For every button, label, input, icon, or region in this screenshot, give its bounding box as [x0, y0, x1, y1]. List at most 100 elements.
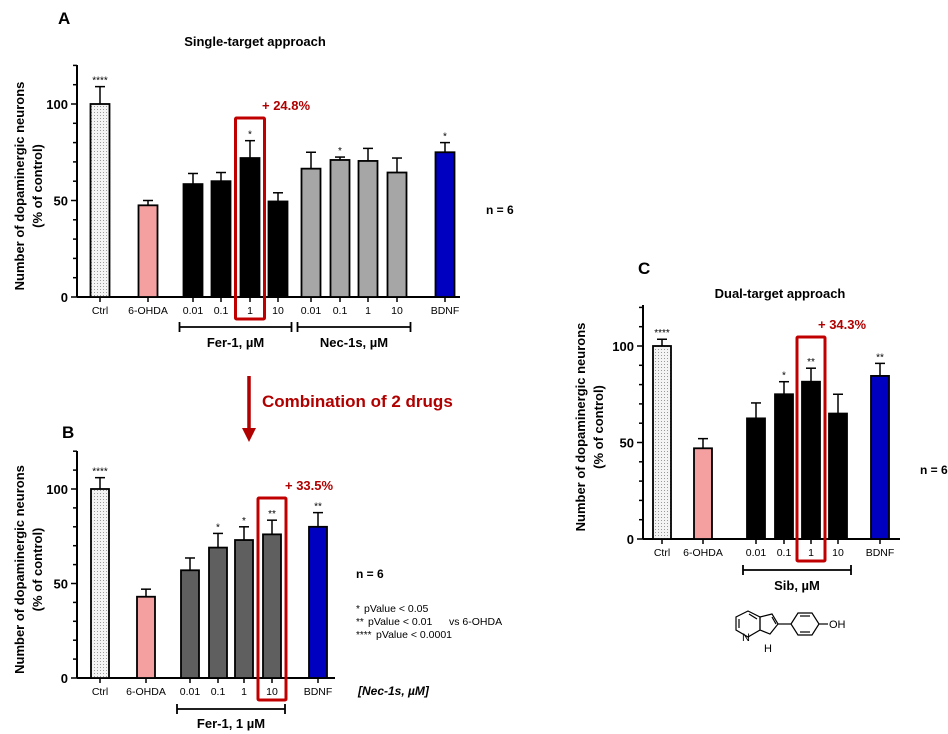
x-tick-label: 10	[391, 305, 403, 317]
bar-bdnf	[308, 525, 328, 679]
n-label: n = 6	[356, 567, 384, 581]
x-tick-label: BDNF	[431, 305, 460, 317]
significance-marker: **	[807, 357, 815, 368]
bar-ctrl	[90, 488, 110, 679]
legend-text: pValue < 0.01	[368, 616, 432, 628]
bar-6-ohda	[136, 595, 156, 679]
significance-marker: *	[782, 371, 786, 382]
significance-marker: **	[268, 509, 276, 520]
bar-0-01	[180, 569, 200, 679]
x-tick-label: 0.1	[211, 686, 226, 698]
x-tick-label: BDNF	[866, 547, 895, 559]
significance-marker: *	[248, 130, 252, 141]
significance-marker: *	[338, 146, 342, 157]
pyridine-double-bond-2	[748, 613, 758, 620]
x-tick-label: Ctrl	[92, 305, 108, 317]
bar-1	[234, 539, 254, 679]
x-tick-label: 0.1	[214, 305, 229, 317]
highlight-box	[795, 335, 827, 563]
x-tick-label: 6-OHDA	[128, 305, 168, 317]
legend-stars: **	[356, 617, 364, 628]
group-label: Fer-1, µM	[207, 335, 264, 350]
y-axis-label: Number of dopaminergic neurons	[12, 82, 27, 291]
highlight-percent-label: + 34.3%	[818, 317, 867, 332]
bar-ctrl	[652, 345, 672, 540]
group-label: Nec-1s, µM	[320, 335, 388, 350]
bar-10	[828, 412, 848, 540]
panel-b-chart: Number of dopaminergic neurons (% of cont…	[12, 450, 502, 731]
x-tick-label: 10	[832, 547, 844, 559]
structure-n-label: N	[742, 632, 750, 644]
x-tick-label: 1	[365, 305, 371, 317]
bar-10	[267, 200, 289, 298]
bar-1	[357, 160, 379, 298]
y-axis-label-unit: (% of control)	[30, 144, 45, 228]
x-tick-label: 1	[247, 305, 253, 317]
y-axis-label: Number of dopaminergic neurons	[12, 465, 27, 674]
bar-6-ohda	[693, 447, 713, 540]
x-tick-label: Ctrl	[654, 547, 670, 559]
x-axis-label: [Nec-1s, µM]	[357, 684, 430, 698]
x-tick-label: 0.1	[777, 547, 792, 559]
bar-0-01	[746, 417, 766, 540]
legend-vs-label: vs 6-OHDA	[449, 616, 502, 628]
bar-6-ohda	[137, 204, 159, 298]
x-tick-label: 0.01	[301, 305, 322, 317]
pyrrole-ring	[759, 613, 779, 635]
significance-marker: ****	[92, 467, 108, 478]
panel-label-b: B	[62, 423, 74, 442]
x-tick-label: 6-OHDA	[126, 686, 166, 698]
structure-oh-label: OH	[829, 619, 846, 631]
sibiriline-structure	[735, 610, 828, 638]
bar-0-1	[210, 180, 232, 298]
arrow-head-icon	[242, 428, 256, 442]
y-axis-label-unit: (% of control)	[591, 385, 606, 469]
significance-marker: *	[443, 132, 447, 143]
bar-0-01	[182, 183, 204, 298]
x-tick-label: 1	[808, 547, 814, 559]
y-tick-label: 0	[61, 671, 68, 686]
bar-1	[801, 380, 821, 540]
x-tick-label: 10	[272, 305, 284, 317]
combination-arrow: Combination of 2 drugs	[242, 376, 453, 442]
bar-bdnf	[434, 151, 456, 298]
panel-c-chart: Dual-target approach Number of dopaminerg…	[573, 286, 948, 593]
legend-stars: ****	[356, 630, 372, 641]
y-tick-label: 100	[46, 97, 68, 112]
y-tick-label: 0	[627, 532, 634, 547]
y-axis-label-unit: (% of control)	[30, 528, 45, 612]
x-tick-label: 0.01	[183, 305, 204, 317]
x-tick-label: 0.1	[333, 305, 348, 317]
pyrrole-double-bond	[771, 616, 777, 625]
significance-marker: *	[242, 516, 246, 527]
y-tick-label: 0	[61, 290, 68, 305]
y-tick-label: 50	[54, 577, 68, 592]
bar-0-1	[208, 546, 228, 679]
y-tick-label: 50	[620, 436, 634, 451]
significance-marker: ****	[654, 328, 670, 339]
group-label: Sib, µM	[774, 578, 820, 593]
legend-text: pValue < 0.05	[364, 603, 428, 615]
bar-10	[386, 171, 408, 298]
highlight-box	[234, 116, 266, 321]
x-tick-label: 10	[266, 686, 278, 698]
bar-0-1	[774, 393, 794, 540]
significance-marker: ****	[92, 76, 108, 87]
bar-ctrl	[89, 103, 111, 298]
structure-nh-label: H	[764, 643, 772, 655]
highlight-percent-label: + 24.8%	[262, 98, 311, 113]
x-tick-label: 0.01	[746, 547, 767, 559]
bar-bdnf	[870, 375, 890, 540]
panel-a-chart: Single-target approach Number of dopamine…	[12, 34, 514, 350]
bar-0-01	[300, 167, 322, 298]
n-label: n = 6	[920, 463, 948, 477]
x-tick-label: 1	[241, 686, 247, 698]
chart-title: Single-target approach	[184, 34, 326, 49]
y-tick-label: 100	[46, 482, 68, 497]
group-label: Fer-1, 1 µM	[197, 716, 265, 731]
y-tick-label: 50	[54, 194, 68, 209]
chart-title: Dual-target approach	[715, 286, 846, 301]
significance-marker: **	[876, 352, 884, 363]
n-label: n = 6	[486, 203, 514, 217]
